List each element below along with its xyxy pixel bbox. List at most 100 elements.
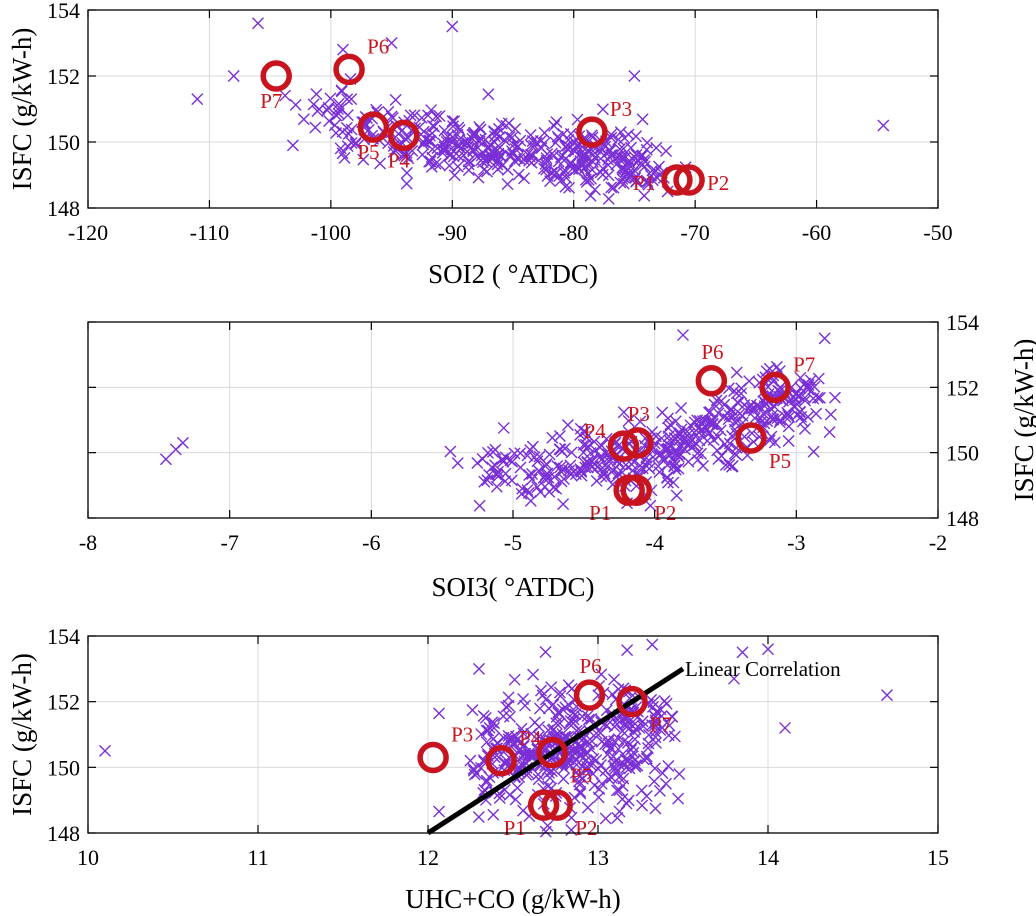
data-point xyxy=(621,736,634,749)
data-point xyxy=(526,149,539,162)
data-point xyxy=(595,668,608,681)
data-point xyxy=(703,426,716,439)
data-cloud xyxy=(159,329,841,512)
data-point xyxy=(672,792,685,805)
data-point xyxy=(557,498,570,511)
data-point xyxy=(569,164,582,177)
data-point xyxy=(622,128,635,141)
x-tick-label: 13 xyxy=(587,845,609,870)
data-point xyxy=(553,717,566,730)
data-point xyxy=(711,444,724,457)
data-point xyxy=(723,409,736,422)
data-point xyxy=(696,415,709,428)
x-tick-label: -90 xyxy=(438,220,467,245)
data-point xyxy=(401,132,414,145)
data-point xyxy=(425,160,438,173)
highlight-p6-label: P6 xyxy=(580,654,602,678)
data-point xyxy=(554,151,567,164)
data-point xyxy=(279,89,292,102)
data-point xyxy=(537,471,550,484)
data-point xyxy=(462,155,475,168)
data-point xyxy=(443,159,456,172)
data-point xyxy=(541,169,554,182)
data-point xyxy=(682,455,695,468)
data-point xyxy=(599,812,612,825)
data-point xyxy=(539,645,552,658)
data-point xyxy=(636,113,649,126)
data-point xyxy=(660,144,673,157)
data-point xyxy=(521,449,534,462)
data-point xyxy=(607,464,620,477)
data-point xyxy=(748,412,761,425)
data-point xyxy=(612,743,625,756)
data-point xyxy=(569,708,582,721)
data-point xyxy=(486,445,499,458)
data-point xyxy=(401,149,414,162)
data-point xyxy=(525,139,538,152)
highlight-p3-label: P3 xyxy=(628,402,650,426)
data-point xyxy=(505,145,518,158)
data-point xyxy=(634,415,647,428)
data-point xyxy=(626,740,639,753)
data-point xyxy=(552,706,565,719)
data-point xyxy=(334,102,347,115)
highlight-p2-label: P2 xyxy=(707,171,729,195)
data-point xyxy=(611,811,624,824)
data-point xyxy=(531,481,544,494)
data-point xyxy=(585,129,598,142)
data-point xyxy=(548,165,561,178)
data-point-outlier xyxy=(677,329,689,342)
data-point xyxy=(482,88,495,101)
y-axis-label: ISFC (g/kW-h) xyxy=(1009,339,1036,502)
data-point xyxy=(473,499,486,512)
data-point xyxy=(728,415,741,428)
data-point xyxy=(345,93,358,106)
data-point xyxy=(481,474,494,487)
data-point xyxy=(554,461,567,474)
data-point xyxy=(684,419,697,432)
data-point xyxy=(426,143,439,156)
y-tick-label: 154 xyxy=(946,310,979,335)
data-point xyxy=(357,153,370,166)
data-point xyxy=(588,183,601,196)
y-axis-label: ISFC (g/kW-h) xyxy=(7,653,37,816)
y-tick-label: 148 xyxy=(946,506,979,531)
data-point xyxy=(514,447,527,460)
data-point xyxy=(398,149,411,162)
data-point xyxy=(543,771,556,784)
data-point xyxy=(539,460,552,473)
highlight-p4-label: P4 xyxy=(519,726,542,750)
data-point xyxy=(798,422,811,435)
x-tick-label: 12 xyxy=(417,845,439,870)
data-point xyxy=(625,743,638,756)
data-point xyxy=(477,163,490,176)
data-point xyxy=(771,412,784,425)
data-point xyxy=(297,113,310,126)
data-point xyxy=(718,398,731,411)
data-point xyxy=(652,460,665,473)
data-point xyxy=(501,163,514,176)
data-point xyxy=(488,130,501,143)
data-point xyxy=(599,738,612,751)
data-point xyxy=(722,413,735,426)
x-tick-label: -120 xyxy=(68,220,108,245)
highlight-p5-marker xyxy=(735,422,767,454)
data-point xyxy=(810,407,823,420)
highlight-p4-label: P4 xyxy=(388,148,411,172)
data-point xyxy=(581,763,594,776)
data-point xyxy=(661,476,674,489)
highlight-p3-label: P3 xyxy=(451,722,473,746)
data-point xyxy=(641,176,654,189)
data-point xyxy=(813,391,826,404)
data-point xyxy=(616,725,629,738)
data-point xyxy=(642,737,655,750)
y-tick-label: 150 xyxy=(946,441,979,466)
data-point xyxy=(774,414,787,427)
data-point xyxy=(583,738,596,751)
data-point xyxy=(540,154,553,167)
data-point xyxy=(823,426,836,439)
data-point xyxy=(538,126,551,139)
data-point xyxy=(349,136,362,149)
data-point xyxy=(514,461,527,474)
data-point xyxy=(628,754,641,767)
